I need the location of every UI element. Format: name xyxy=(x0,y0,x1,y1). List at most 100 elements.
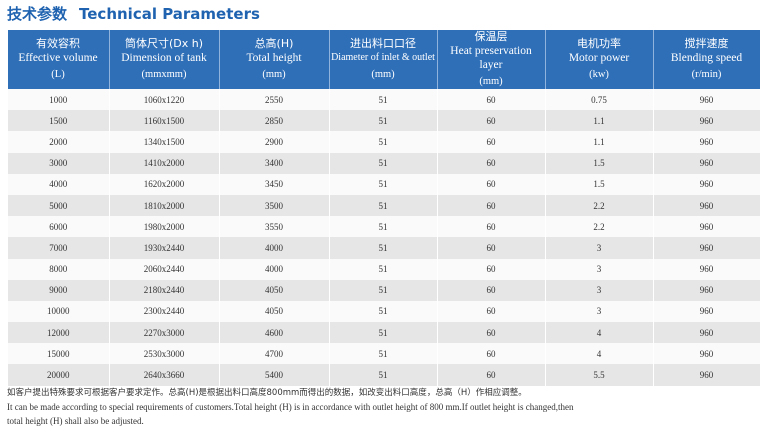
column-header: 电机功率 Motor power (kw) xyxy=(544,30,653,89)
table-row: 15000 2530x3000 4700 51 60 4 960 xyxy=(7,343,760,365)
table-row: 6000 1980x2000 3550 51 60 2.2 960 xyxy=(7,216,760,238)
table-cell: 1.5 xyxy=(544,152,653,174)
table-cell: 960 xyxy=(652,89,760,111)
table-cell: 51 xyxy=(328,237,437,259)
title-en: Technical Parameters xyxy=(79,5,260,23)
table-body: 1000 1060x1220 2550 51 60 0.75 960 1500 1160x150… xyxy=(7,89,760,386)
table-row: 1000 1060x1220 2550 51 60 0.75 960 xyxy=(7,89,760,111)
table-cell: 3 xyxy=(544,300,653,323)
table-cell: 20000 xyxy=(7,364,109,386)
column-cn: 筒体尺寸(Dx h) xyxy=(124,37,204,50)
table-cell: 6000 xyxy=(7,216,109,238)
table-cell: 960 xyxy=(652,237,760,259)
parameters-table: 有效容积 Effective volume (L) 筒体尺寸(Dx h) Dimensi… xyxy=(7,30,760,386)
table-cell: 1500 xyxy=(7,110,109,132)
table-row: 3000 1410x2000 3400 51 60 1.5 960 xyxy=(7,152,760,174)
table-cell: 2530x3000 xyxy=(108,343,219,365)
column-unit: (mm) xyxy=(479,76,503,87)
column-cn: 有效容积 xyxy=(36,37,80,50)
table-row: 7000 1930x2440 4000 51 60 3 960 xyxy=(7,237,760,259)
header-row: 有效容积 Effective volume (L) 筒体尺寸(Dx h) Dimensi… xyxy=(7,30,760,89)
table-cell: 960 xyxy=(652,322,760,344)
note: total height (H) shall also be adjusted. xyxy=(7,416,144,426)
table-cell: 960 xyxy=(652,152,760,174)
table-cell: 4700 xyxy=(218,343,329,365)
note: It can be made according to special requ… xyxy=(7,402,574,412)
table-cell: 960 xyxy=(652,131,760,153)
table-cell: 1.5 xyxy=(544,173,653,195)
table-cell: 1060x1220 xyxy=(108,89,219,111)
table-cell: 51 xyxy=(328,173,437,195)
table-cell: 51 xyxy=(328,89,437,111)
table-row: 1500 1160x1500 2850 51 60 1.1 960 xyxy=(7,110,760,132)
column-header: 进出料口口径 Diameter of inlet & outlet (mm) xyxy=(328,30,437,89)
table-cell: 1160x1500 xyxy=(108,110,219,132)
table-row: 20000 2640x3660 5400 51 60 5.5 960 xyxy=(7,364,760,386)
column-unit: (mm) xyxy=(262,69,286,80)
table-cell: 60 xyxy=(436,216,545,238)
table-cell: 960 xyxy=(652,258,760,280)
table-cell: 3 xyxy=(544,237,653,259)
table-cell: 51 xyxy=(328,194,437,217)
table-cell: 51 xyxy=(328,110,437,132)
table-cell: 5400 xyxy=(218,364,329,386)
column-cn: 进出料口口径 xyxy=(350,37,416,50)
table-cell: 51 xyxy=(328,279,437,301)
table-row: 12000 2270x3000 4600 51 60 4 960 xyxy=(7,322,760,344)
column-header: 筒体尺寸(Dx h) Dimension of tank (mmxmm) xyxy=(108,30,219,89)
table-cell: 4050 xyxy=(218,279,329,301)
table-row: 9000 2180x2440 4050 51 60 3 960 xyxy=(7,279,760,301)
table-cell: 2640x3660 xyxy=(108,364,219,386)
table-cell: 960 xyxy=(652,343,760,365)
table-cell: 51 xyxy=(328,258,437,280)
table-cell: 60 xyxy=(436,131,545,153)
note: 如客户提出特殊要求可根据客户要求定作。总高(H)是根据出料口高度800mm而得出… xyxy=(7,388,527,398)
table-cell: 51 xyxy=(328,364,437,386)
table-cell: 960 xyxy=(652,300,760,323)
column-header: 总高(H) Total height (mm) xyxy=(218,30,329,89)
column-cn: 搅拌速度 xyxy=(684,37,729,50)
table-cell: 51 xyxy=(328,322,437,344)
table-cell: 960 xyxy=(652,194,760,217)
table-cell: 4600 xyxy=(218,322,329,344)
table-cell: 4000 xyxy=(218,237,329,259)
table-cell: 51 xyxy=(328,216,437,238)
table-cell: 3500 xyxy=(218,194,329,217)
table-cell: 2060x2440 xyxy=(108,258,219,280)
table-cell: 2900 xyxy=(218,131,329,153)
table-cell: 2850 xyxy=(218,110,329,132)
column-unit: (mmxmm) xyxy=(141,69,187,80)
table-cell: 960 xyxy=(652,173,760,195)
table-cell: 4 xyxy=(544,343,653,365)
table-cell: 2.2 xyxy=(544,194,653,217)
table-cell: 1340x1500 xyxy=(108,131,219,153)
column-cn: 总高(H) xyxy=(254,37,294,50)
table-cell: 2.2 xyxy=(544,216,653,238)
table-cell: 1000 xyxy=(7,89,109,111)
table-header: 有效容积 Effective volume (L) 筒体尺寸(Dx h) Dimensi… xyxy=(7,30,760,89)
table-cell: 4 xyxy=(544,322,653,344)
table-cell: 960 xyxy=(652,364,760,386)
table-cell: 0.75 xyxy=(544,89,653,111)
column-header: 有效容积 Effective volume (L) xyxy=(7,30,109,89)
table-cell: 1980x2000 xyxy=(108,216,219,238)
table-cell: 1.1 xyxy=(544,110,653,132)
table-cell: 9000 xyxy=(7,279,109,301)
column-unit: (mm) xyxy=(371,69,395,80)
table-cell: 2270x3000 xyxy=(108,322,219,344)
table-cell: 60 xyxy=(436,194,545,217)
table-cell: 60 xyxy=(436,279,545,301)
table-cell: 60 xyxy=(436,110,545,132)
table-cell: 51 xyxy=(328,152,437,174)
title: 技术参数 Technical Parameters xyxy=(7,3,272,24)
table-cell: 7000 xyxy=(7,237,109,259)
table-cell: 4000 xyxy=(7,173,109,195)
table-cell: 60 xyxy=(436,322,545,344)
title-cn: 技术参数 xyxy=(7,5,68,23)
table-cell: 3400 xyxy=(218,152,329,174)
column-en: Effective volume xyxy=(18,52,98,64)
table-cell: 1410x2000 xyxy=(108,152,219,174)
table-cell: 3 xyxy=(544,258,653,280)
table-cell: 5.5 xyxy=(544,364,653,386)
